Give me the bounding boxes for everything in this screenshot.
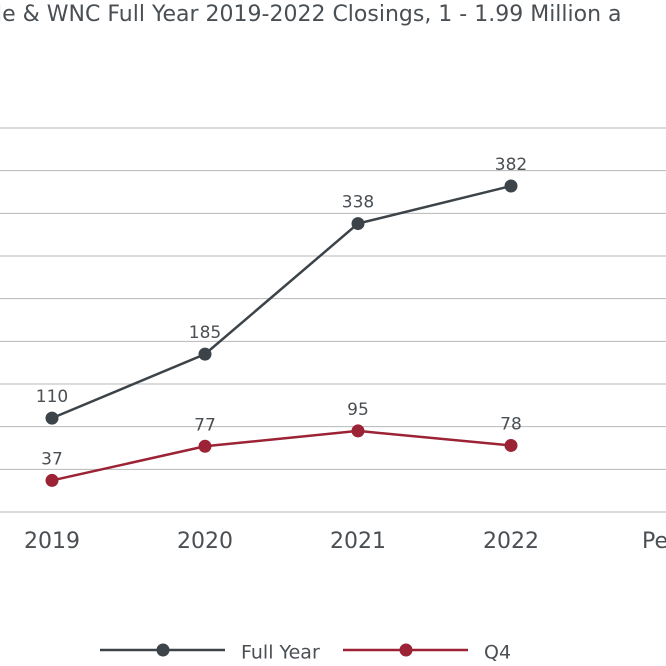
- data-label: 37: [41, 449, 63, 469]
- chart-title: le & WNC Full Year 2019-2022 Closings, 1…: [0, 2, 622, 27]
- data-label: 382: [495, 155, 527, 175]
- x-tick-label: 2022: [483, 529, 539, 554]
- legend-marker: [399, 643, 413, 657]
- data-point: [351, 217, 365, 231]
- legend-marker: [156, 643, 170, 657]
- data-label: 95: [347, 400, 369, 420]
- series-line: [51, 429, 512, 482]
- data-point: [45, 411, 59, 425]
- data-point: [198, 439, 212, 453]
- x-tick-label: Pe: [642, 529, 666, 554]
- series-line: [51, 184, 512, 420]
- data-label: 338: [342, 193, 374, 213]
- x-tick-label: 2021: [330, 529, 386, 554]
- data-point: [351, 424, 365, 438]
- legend-label: Q4: [484, 642, 511, 664]
- x-tick-label: 2019: [24, 529, 80, 554]
- data-point: [45, 473, 59, 487]
- data-label: 110: [36, 387, 68, 407]
- legend-label: Full Year: [241, 642, 320, 664]
- data-point: [504, 438, 518, 452]
- x-tick-label: 2020: [177, 529, 233, 554]
- data-label: 77: [194, 415, 216, 435]
- data-label: 185: [189, 323, 221, 343]
- data-point: [198, 347, 212, 361]
- data-point: [504, 179, 518, 193]
- data-label: 78: [500, 414, 522, 434]
